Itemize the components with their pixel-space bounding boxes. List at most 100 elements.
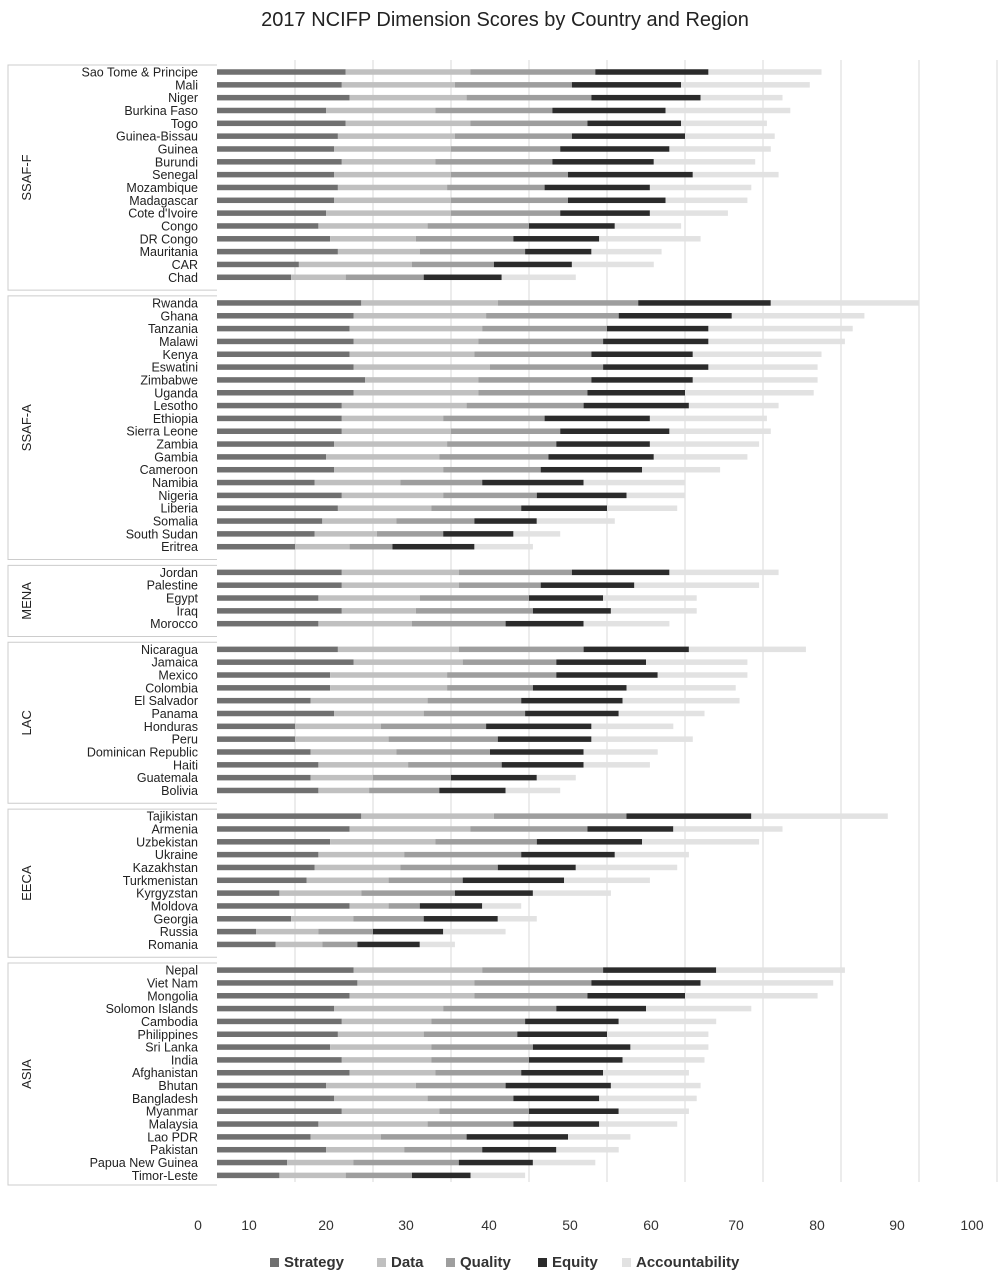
bar-tajikistan-equity	[626, 813, 752, 819]
x-tick-70: 70	[728, 1217, 744, 1233]
bar-bhutan-equity	[505, 1082, 611, 1089]
x-tick-50: 50	[562, 1217, 578, 1233]
bar-india-equity	[529, 1057, 623, 1063]
bar-congo-equity	[529, 223, 615, 229]
bar-iraq-strategy	[217, 608, 342, 614]
bar-iraq-equity	[532, 608, 611, 614]
country-label-timor-leste: Timor-Leste	[132, 1169, 198, 1183]
bar-papua-new-guinea-equity	[458, 1159, 533, 1166]
bar-cambodia-data	[341, 1018, 432, 1025]
bar-guatemala-accountability	[536, 774, 576, 781]
bar-timor-leste-strategy	[217, 1172, 280, 1179]
bar-nepal-accountability	[716, 967, 845, 973]
bar-nigeria-quality	[443, 492, 537, 499]
country-label-panama: Panama	[151, 707, 198, 721]
region-bracket-ssaf-a	[7, 295, 217, 561]
country-label-mozambique: Mozambique	[126, 181, 198, 195]
bar-kazakhstan-strategy	[217, 864, 315, 871]
bar-georgia-strategy	[217, 916, 292, 922]
bar-haiti-quality	[408, 762, 502, 768]
bar-burundi-strategy	[217, 159, 342, 165]
bar-timor-leste-quality	[345, 1172, 412, 1179]
bar-togo-equity	[587, 120, 682, 127]
bar-armenia-equity	[587, 826, 674, 832]
bar-guatemala-quality	[373, 774, 451, 781]
bar-sierra-leone-quality	[451, 428, 561, 434]
bar-kenya-quality	[474, 351, 592, 358]
bar-moldova-accountability	[482, 903, 522, 909]
bar-liberia-data	[337, 505, 432, 511]
bar-sao-tome-principe-strategy	[217, 69, 346, 75]
bar-cameroon-data	[334, 466, 444, 473]
bar-bangladesh-quality	[427, 1095, 514, 1102]
bar-bolivia-quality	[369, 787, 440, 794]
bar-sri-lanka-quality	[431, 1044, 533, 1050]
bar-mozambique-accountability	[649, 184, 752, 191]
bar-cambodia-equity	[525, 1018, 619, 1025]
country-label-romania: Romania	[148, 938, 198, 952]
bar-malawi-strategy	[217, 338, 354, 345]
bar-kyrgyzstan-strategy	[217, 890, 280, 896]
bar-pakistan-equity	[482, 1146, 557, 1153]
bar-moldova-strategy	[217, 903, 350, 909]
bar-malaysia-strategy	[217, 1121, 319, 1127]
bar-somalia-quality	[396, 518, 475, 524]
bar-philippines-data	[337, 1031, 424, 1037]
country-label-papua-new-guinea: Papua New Guinea	[90, 1156, 198, 1170]
bar-burundi-quality	[435, 159, 553, 165]
bar-congo-accountability	[614, 223, 682, 229]
bar-liberia-quality	[431, 505, 522, 511]
bar-guinea-quality	[451, 146, 561, 152]
bar-honduras-accountability	[591, 723, 674, 730]
bar-myanmar-strategy	[217, 1108, 342, 1114]
bar-el-salvador-quality	[427, 697, 522, 704]
bar-car-accountability	[571, 261, 654, 268]
bar-nicaragua-accountability	[688, 646, 806, 653]
bar-cambodia-accountability	[618, 1018, 717, 1025]
bar-peru-accountability	[591, 736, 693, 742]
bar-zimbabwe-data	[365, 377, 479, 383]
bar-mali-strategy	[217, 82, 342, 88]
bar-burkina-faso-quality	[435, 107, 553, 114]
country-label-dominican-republic: Dominican Republic	[87, 745, 198, 759]
bar-romania-data	[275, 941, 323, 948]
bar-guinea-data	[334, 146, 451, 152]
region-label-lac: LAC	[19, 710, 34, 735]
bar-madagascar-data	[334, 197, 451, 204]
bar-chad-strategy	[217, 274, 292, 281]
bar-sao-tome-principe-data	[345, 69, 471, 75]
bar-zimbabwe-accountability	[692, 377, 818, 383]
bar-mozambique-equity	[544, 184, 650, 191]
country-label-kenya: Kenya	[163, 348, 198, 362]
bar-car-data	[298, 261, 412, 268]
bar-mexico-strategy	[217, 672, 331, 678]
bar-georgia-equity	[423, 916, 498, 922]
bar-georgia-accountability	[497, 916, 537, 922]
country-label-malawi: Malawi	[159, 335, 198, 349]
country-label-honduras: Honduras	[144, 720, 198, 734]
bar-nicaragua-equity	[583, 646, 689, 653]
bar-bangladesh-data	[334, 1095, 428, 1102]
bar-uganda-accountability	[685, 390, 814, 396]
bar-egypt-accountability	[603, 595, 697, 601]
bar-somalia-accountability	[536, 518, 615, 524]
bar-panama-data	[334, 710, 424, 717]
bar-rwanda-data	[361, 300, 498, 306]
bar-lao-pdr-equity	[466, 1134, 568, 1140]
country-label-colombia: Colombia	[145, 681, 198, 695]
bar-peru-strategy	[217, 736, 295, 742]
bar-madagascar-accountability	[665, 197, 748, 204]
bar-guinea-bissau-quality	[454, 133, 572, 139]
bar-guinea-strategy	[217, 146, 334, 152]
bar-romania-strategy	[217, 941, 276, 948]
bar-haiti-equity	[501, 762, 584, 768]
bar-kenya-strategy	[217, 351, 350, 358]
bar-peru-quality	[388, 736, 498, 742]
country-label-chad: Chad	[168, 271, 198, 285]
bar-moldova-quality	[388, 903, 420, 909]
bar-mongolia-accountability	[685, 993, 818, 999]
bar-morocco-accountability	[583, 620, 670, 627]
bar-kyrgyzstan-quality	[361, 890, 455, 896]
bar-guatemala-data	[310, 774, 373, 781]
